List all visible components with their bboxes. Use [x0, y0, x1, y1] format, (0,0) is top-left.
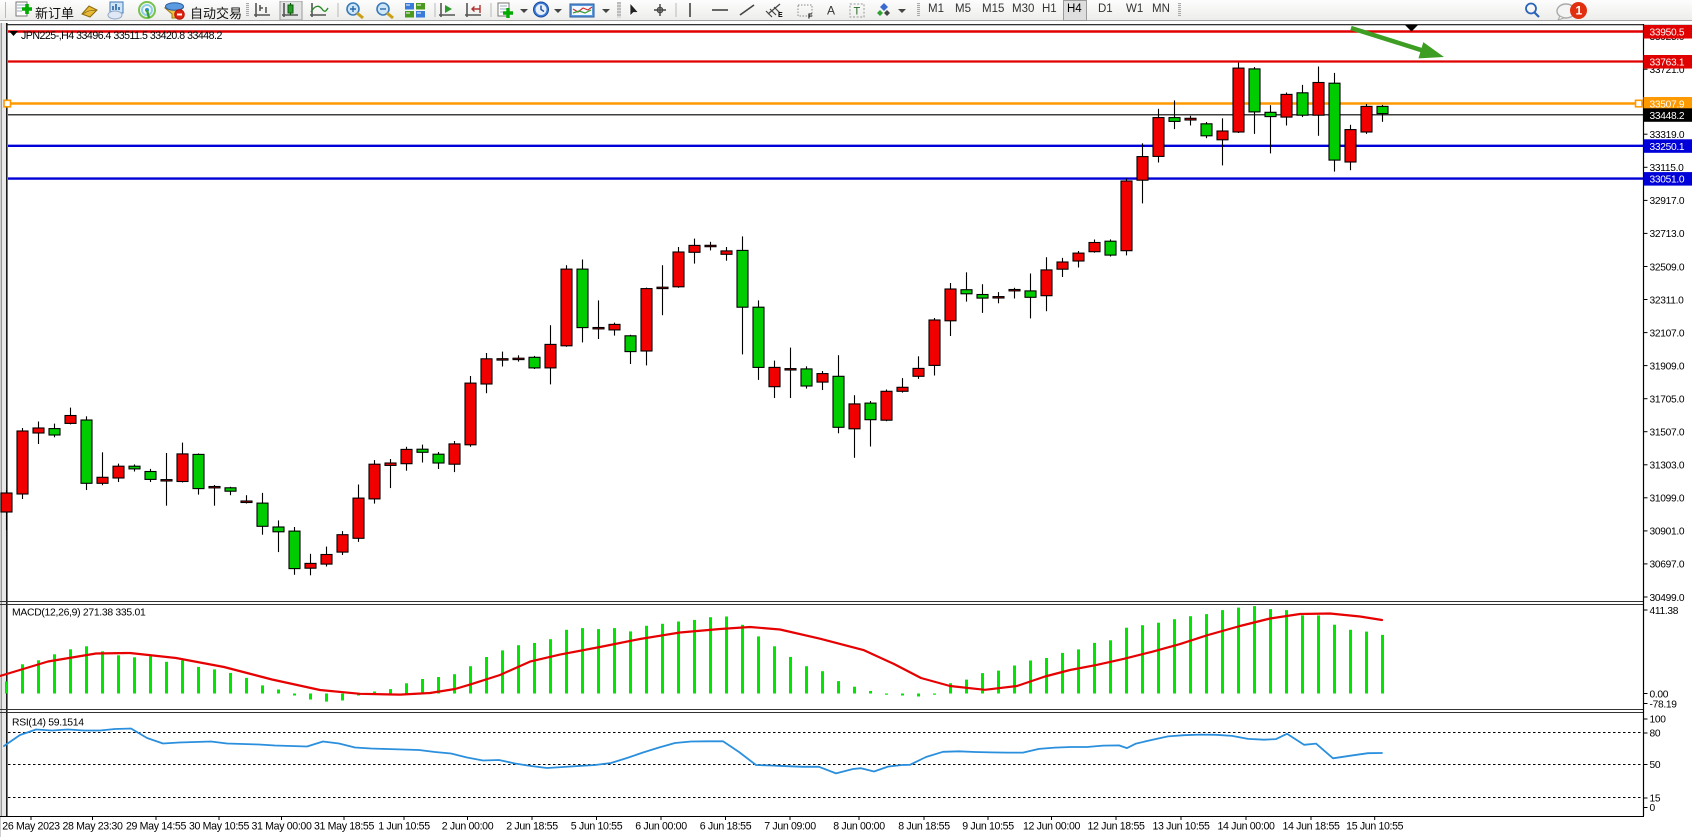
svg-text:A: A — [827, 4, 835, 18]
svg-text:30 May 10:55: 30 May 10:55 — [189, 821, 249, 833]
svg-text:15 Jun 10:55: 15 Jun 10:55 — [1346, 821, 1404, 833]
svg-text:6 Jun 00:00: 6 Jun 00:00 — [635, 821, 687, 833]
svg-text:26 May 2023: 26 May 2023 — [2, 821, 60, 833]
svg-text:2 Jun 18:55: 2 Jun 18:55 — [506, 821, 558, 833]
svg-text:9 Jun 10:55: 9 Jun 10:55 — [962, 821, 1014, 833]
svg-text:14 Jun 00:00: 14 Jun 00:00 — [1217, 821, 1275, 833]
svg-text:29 May 14:55: 29 May 14:55 — [126, 821, 186, 833]
svg-text:30499.0: 30499.0 — [1650, 593, 1685, 604]
svg-text:33507.9: 33507.9 — [1650, 100, 1685, 111]
svg-text:33721.0: 33721.0 — [1650, 65, 1685, 76]
svg-text:31705.0: 31705.0 — [1650, 395, 1685, 406]
svg-text:RSI(14) 59.1514: RSI(14) 59.1514 — [12, 718, 84, 729]
svg-text:MACD(12,26,9) 271.38 335.01: MACD(12,26,9) 271.38 335.01 — [12, 608, 146, 619]
svg-text:-78.19: -78.19 — [1650, 699, 1678, 710]
svg-text:30901.0: 30901.0 — [1650, 527, 1685, 538]
svg-text:1 Jun 10:55: 1 Jun 10:55 — [378, 821, 430, 833]
svg-text:80: 80 — [1650, 729, 1661, 740]
svg-text:F: F — [808, 14, 813, 21]
svg-text:14 Jun 18:55: 14 Jun 18:55 — [1282, 821, 1340, 833]
svg-text:411.38: 411.38 — [1650, 606, 1679, 617]
svg-text:33763.1: 33763.1 — [1650, 58, 1685, 69]
svg-text:33051.0: 33051.0 — [1650, 175, 1685, 186]
svg-text:7 Jun 09:00: 7 Jun 09:00 — [764, 821, 816, 833]
svg-text:33448.2: 33448.2 — [1650, 111, 1685, 122]
svg-text:JPN225-,H4 33496.4 33511.5 33: JPN225-,H4 33496.4 33511.5 33420.8 33448… — [21, 30, 222, 42]
svg-text:32713.0: 32713.0 — [1650, 229, 1685, 240]
svg-text:0.00: 0.00 — [1650, 689, 1669, 700]
svg-text:33115.0: 33115.0 — [1650, 163, 1685, 174]
svg-text:50: 50 — [1650, 760, 1661, 771]
svg-text:33250.1: 33250.1 — [1650, 142, 1685, 153]
svg-text:28 May 23:30: 28 May 23:30 — [63, 821, 123, 833]
svg-text:2 Jun 00:00: 2 Jun 00:00 — [442, 821, 494, 833]
svg-text:12 Jun 00:00: 12 Jun 00:00 — [1023, 821, 1081, 833]
svg-text:8 Jun 18:55: 8 Jun 18:55 — [898, 821, 950, 833]
svg-text:0: 0 — [1650, 803, 1656, 814]
svg-text:32311.0: 32311.0 — [1650, 295, 1685, 306]
svg-text:T: T — [854, 6, 861, 18]
svg-text:32509.0: 32509.0 — [1650, 262, 1685, 273]
svg-text:31507.0: 31507.0 — [1650, 428, 1685, 439]
svg-text:13 Jun 10:55: 13 Jun 10:55 — [1152, 821, 1210, 833]
svg-text:31 May 00:00: 31 May 00:00 — [252, 821, 312, 833]
svg-text:31909.0: 31909.0 — [1650, 361, 1685, 372]
svg-text:5 Jun 10:55: 5 Jun 10:55 — [571, 821, 623, 833]
svg-text:E: E — [778, 12, 783, 19]
svg-text:33950.5: 33950.5 — [1650, 28, 1685, 39]
svg-text:1: 1 — [1576, 4, 1583, 18]
svg-text:100: 100 — [1650, 715, 1667, 726]
svg-text:15: 15 — [1650, 794, 1661, 805]
svg-text:8 Jun 00:00: 8 Jun 00:00 — [833, 821, 885, 833]
svg-text:31303.0: 31303.0 — [1650, 461, 1685, 472]
svg-text:31 May 18:55: 31 May 18:55 — [314, 821, 374, 833]
svg-text:12 Jun 18:55: 12 Jun 18:55 — [1087, 821, 1145, 833]
svg-text:32917.0: 32917.0 — [1650, 196, 1685, 207]
svg-text:33319.0: 33319.0 — [1650, 130, 1685, 141]
svg-text:6 Jun 18:55: 6 Jun 18:55 — [700, 821, 752, 833]
svg-text:30697.0: 30697.0 — [1650, 560, 1685, 571]
svg-text:32107.0: 32107.0 — [1650, 328, 1685, 339]
svg-text:31099.0: 31099.0 — [1650, 494, 1685, 505]
